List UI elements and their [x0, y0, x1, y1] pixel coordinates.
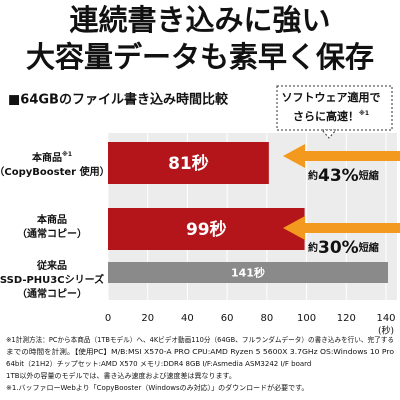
category-label: （通常コピー） — [17, 287, 87, 300]
footnote: 1TB以外の容量のモデルでは、書き込み速度および速度差は異なります。 — [6, 371, 236, 380]
bar — [108, 208, 305, 250]
footnote: までの時間を計測。【使用PC】M/B:MSI X570-A PRO CPU:AM… — [6, 347, 394, 356]
callout-pointer — [320, 129, 338, 139]
category-line: 本商品 — [37, 213, 67, 226]
annotation-main: 30% — [318, 238, 359, 258]
value-label: 81秒 — [168, 153, 209, 174]
category-label: 従来品 — [36, 259, 67, 272]
callout-line: さらに高速！ — [293, 109, 359, 123]
x-tick-label: 80 — [260, 313, 273, 324]
x-tick-label: 0 — [105, 313, 111, 324]
value-label: 99秒 — [186, 219, 227, 240]
category-line: （通常コピー） — [17, 287, 87, 300]
footnote: ※1計測方法：PCから本商品（1TBモデル）へ、4Kビデオ動画110分（64GB… — [6, 335, 394, 344]
annotation-suffix: 短縮 — [359, 169, 379, 182]
category-line: （CopyBooster 使用） — [0, 165, 110, 178]
x-tick-label: 140 — [376, 313, 395, 324]
headline: 連続書き込みに強い — [69, 3, 330, 37]
callout-text: ソフトウェア適用で — [282, 90, 381, 104]
arrow — [283, 216, 400, 240]
chart-title: ■64GBのファイル書き込み時間比較 — [8, 92, 229, 108]
category-label: SSD-PHU3Cシリーズ — [0, 273, 104, 286]
x-tick-label: 60 — [221, 313, 234, 324]
x-axis-label: (秒) — [378, 325, 394, 337]
x-tick-label: 40 — [181, 313, 194, 324]
footnote: ※1.バッファローWebより「CopyBooster（Windowsのみ対応）」… — [6, 383, 308, 392]
headline: 大容量データも素早く保存 — [26, 40, 374, 74]
category-label: （通常コピー） — [17, 227, 87, 240]
callout-text: さらに高速！※1 — [293, 109, 369, 123]
x-tick-label: 20 — [141, 313, 154, 324]
callout-line: ソフトウェア適用で — [282, 90, 381, 104]
bar — [108, 142, 269, 184]
category-line: 従来品 — [36, 259, 67, 272]
category-line: 本商品 — [32, 151, 62, 164]
bar — [108, 262, 388, 283]
annotation-prefix: 約 — [308, 241, 318, 254]
value-label: 141秒 — [231, 266, 265, 280]
x-tick-label: 120 — [337, 313, 356, 324]
callout-note: ※1 — [359, 110, 369, 117]
footnote: 64bit（21H2）チップセット:AMD X570 メモリ:DDR4 8GB … — [6, 360, 311, 368]
category-label: （CopyBooster 使用） — [0, 165, 110, 178]
annotation-main: 43% — [318, 166, 359, 186]
category-note: ※1 — [62, 151, 72, 158]
arrow — [283, 144, 400, 168]
annotation-suffix: 短縮 — [359, 241, 379, 254]
annotation-prefix: 約 — [308, 169, 318, 182]
callout-box — [276, 85, 393, 131]
annotation: 約30%短縮 — [308, 238, 379, 258]
x-tick-label: 100 — [297, 313, 316, 324]
annotation: 約43%短縮 — [308, 166, 379, 186]
category-label: 本商品※1 — [32, 151, 72, 165]
category-label: 本商品 — [37, 213, 67, 226]
category-line: SSD-PHU3Cシリーズ — [0, 273, 104, 286]
category-line: （通常コピー） — [17, 227, 87, 240]
